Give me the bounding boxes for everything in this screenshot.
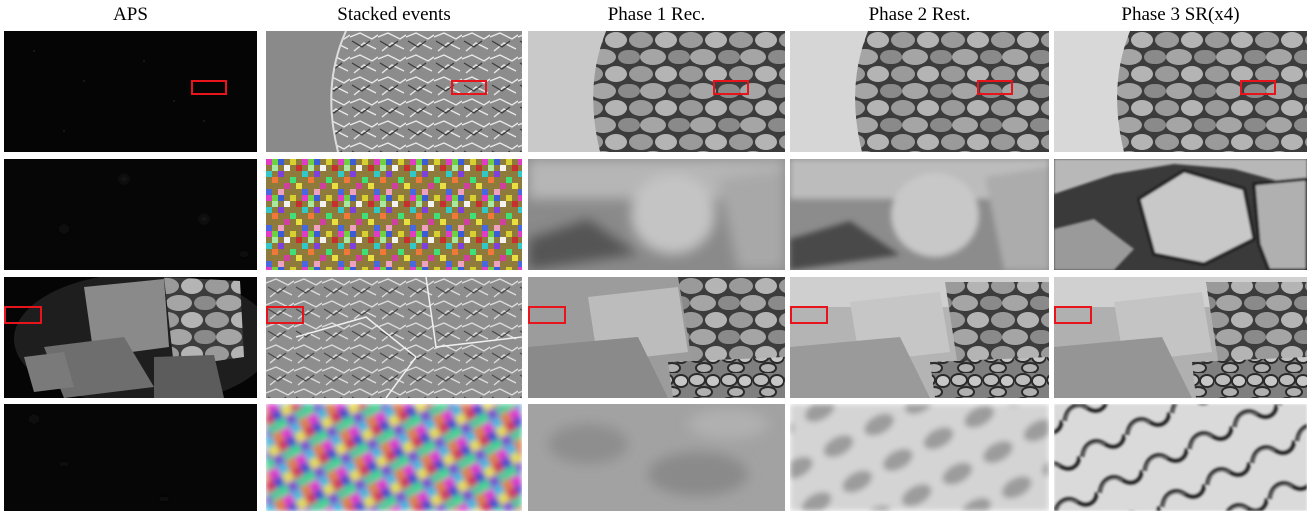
row3-phase2-roi-box [790, 306, 828, 324]
row3-phase3-roi-box [1054, 306, 1092, 324]
row4-phase3-crop [1054, 404, 1307, 511]
column-title-phase1: Phase 1 Rec. [607, 4, 706, 25]
row1-aps-roi-box [191, 80, 227, 95]
row1-phase1-image [528, 31, 785, 152]
column-title-phase2: Phase 2 Rest. [868, 4, 971, 25]
row3-stacked-events-image [266, 277, 522, 398]
row2-phase3-crop [1054, 159, 1307, 270]
row1-stacked-events-roi-box [451, 80, 487, 95]
column-title-stacked-events: Stacked events [337, 4, 451, 25]
row3-aps-roi-box [4, 306, 42, 324]
row2-stacked-events-crop [266, 159, 522, 270]
row2-aps-crop [4, 159, 257, 270]
row3-phase2-image [790, 277, 1049, 398]
column-title-phase3: Phase 3 SR(x4) [1121, 4, 1240, 25]
row1-phase3-roi-box [1240, 80, 1276, 95]
row1-phase3-image [1054, 31, 1307, 152]
row4-phase1-crop [528, 404, 785, 511]
row3-aps-image [4, 277, 257, 398]
row3-phase1-image [528, 277, 785, 398]
row1-phase2-image [790, 31, 1049, 152]
row2-phase1-crop [528, 159, 785, 270]
row4-phase2-crop [790, 404, 1049, 511]
row1-phase2-roi-box [977, 80, 1013, 95]
column-title-aps: APS [113, 4, 148, 25]
row3-phase3-image [1054, 277, 1307, 398]
row3-stacked-events-roi-box [266, 306, 304, 324]
row1-phase1-roi-box [713, 80, 749, 95]
row1-stacked-events-image [266, 31, 522, 152]
row1-aps-image [4, 31, 257, 152]
row2-phase2-crop [790, 159, 1049, 270]
row4-stacked-events-crop [266, 404, 522, 511]
row4-aps-crop [4, 404, 257, 511]
row3-phase1-roi-box [528, 306, 566, 324]
